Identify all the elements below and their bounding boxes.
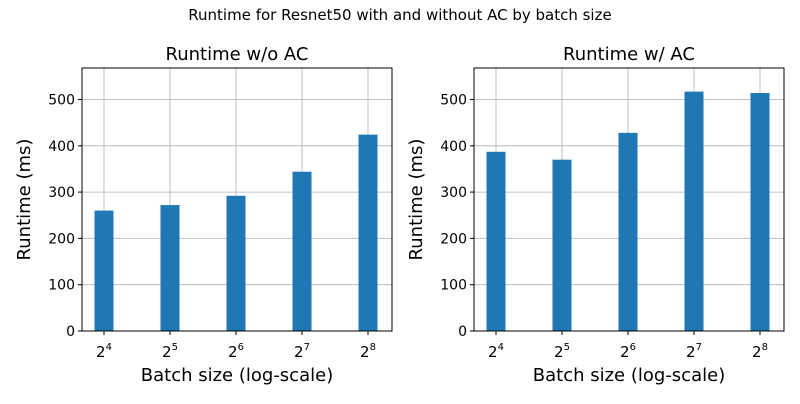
y-tick-label: 400 (48, 139, 75, 155)
x-tick-label: 27 (686, 342, 702, 361)
bar-3 (618, 132, 638, 331)
y-tick-label: 200 (440, 231, 467, 247)
figure-suptitle: Runtime for Resnet50 with and without AC… (188, 6, 611, 24)
bar-5 (358, 134, 378, 331)
x-tick-label: 24 (488, 342, 504, 361)
y-tick-label: 100 (440, 278, 467, 294)
bar-series (94, 134, 378, 331)
x-tick-label: 27 (294, 342, 310, 361)
bar-2 (552, 159, 572, 331)
x-tick-label: 26 (228, 342, 244, 361)
x-tick-base: 2 (686, 343, 696, 361)
bar-1 (486, 151, 506, 331)
x-tick-base: 2 (162, 343, 172, 361)
x-tick-label: 26 (620, 342, 636, 361)
y-tick-label: 500 (440, 92, 467, 108)
bar-4 (684, 91, 704, 331)
x-tick-base: 2 (620, 343, 630, 361)
y-tick-label: 100 (48, 278, 75, 294)
x-tick-base: 2 (752, 343, 762, 361)
x-tick-exponent: 5 (172, 342, 178, 353)
y-axis-label: Runtime (ms) (406, 139, 427, 261)
bar-2 (160, 205, 180, 331)
x-tick-label: 28 (360, 342, 376, 361)
x-tick-base: 2 (488, 343, 498, 361)
axes-frame (81, 67, 393, 332)
x-tick-label: 25 (162, 342, 178, 361)
x-tick-base: 2 (228, 343, 238, 361)
x-tick-label: 28 (752, 342, 768, 361)
x-tick-exponent: 4 (106, 342, 112, 353)
x-tick-exponent: 6 (238, 342, 244, 353)
x-axis-label: Batch size (log-scale) (141, 365, 333, 386)
x-tick-base: 2 (96, 343, 106, 361)
bar-1 (94, 210, 114, 331)
x-tick-exponent: 5 (564, 342, 570, 353)
bar-3 (226, 195, 246, 331)
x-tick-exponent: 4 (498, 342, 504, 353)
chart-title: Runtime w/o AC (166, 44, 309, 65)
x-tick-exponent: 7 (304, 342, 310, 353)
y-tick-label: 400 (440, 139, 467, 155)
y-axis-label: Runtime (ms) (14, 139, 35, 261)
bar-4 (292, 171, 312, 331)
x-tick-base: 2 (554, 343, 564, 361)
bar-series (486, 91, 770, 331)
y-tick-label: 0 (458, 324, 467, 340)
y-tick-label: 200 (48, 231, 75, 247)
x-tick-base: 2 (360, 343, 370, 361)
y-tick-label: 500 (48, 92, 75, 108)
bar-5 (750, 93, 770, 331)
x-tick-exponent: 7 (696, 342, 702, 353)
y-tick-label: 300 (48, 185, 75, 201)
x-tick-exponent: 8 (762, 342, 768, 353)
y-tick-label: 300 (440, 185, 467, 201)
axes-frame (473, 67, 785, 332)
y-tick-label: 0 (66, 324, 75, 340)
chart-title: Runtime w/ AC (563, 44, 695, 65)
x-tick-label: 24 (96, 342, 112, 361)
x-tick-base: 2 (294, 343, 304, 361)
x-tick-exponent: 8 (370, 342, 376, 353)
x-tick-label: 25 (554, 342, 570, 361)
x-axis-label: Batch size (log-scale) (533, 365, 725, 386)
x-tick-exponent: 6 (630, 342, 636, 353)
